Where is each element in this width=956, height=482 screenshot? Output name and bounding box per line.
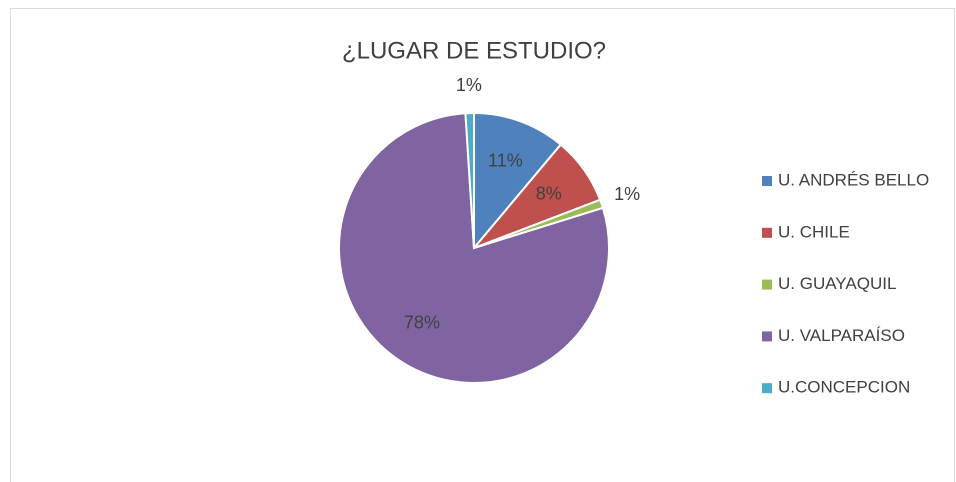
legend-swatch: [762, 331, 772, 342]
data-label: 1%: [614, 184, 640, 204]
legend-label: U. CHILE: [778, 222, 850, 241]
legend-swatch: [762, 383, 772, 394]
pie-slice: [473, 111, 563, 251]
data-label: 1%: [456, 75, 482, 95]
legend-swatch: [762, 227, 772, 238]
chart-title: ¿LUGAR DE ESTUDIO?: [342, 37, 606, 64]
legend-label: U. VALPARAÍSO: [778, 326, 905, 345]
data-label: 78%: [404, 312, 440, 332]
data-label: 8%: [536, 184, 562, 204]
legend-label: U. ANDRÉS BELLO: [778, 170, 929, 189]
legend-swatch: [762, 176, 772, 186]
pie-slice: [464, 111, 475, 249]
legend-label: U.CONCEPCION: [778, 378, 910, 397]
legend-swatch: [762, 279, 772, 290]
data-label: 11%: [488, 150, 523, 170]
pie-slice: [338, 112, 610, 384]
legend-label: U. GUAYAQUIL: [778, 274, 896, 293]
